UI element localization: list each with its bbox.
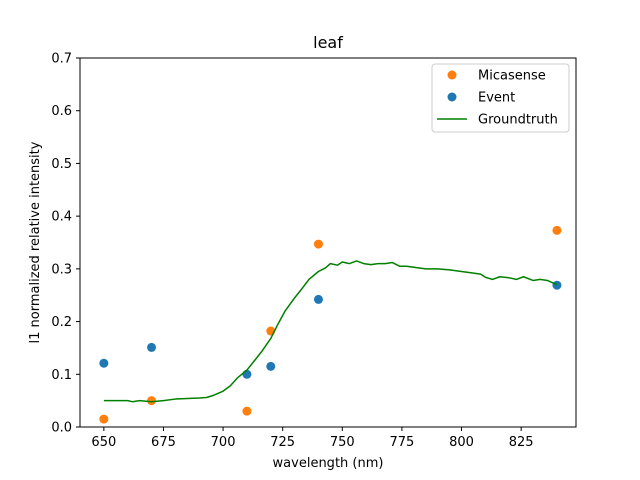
y-axis-label: l1 normalized relative intensity — [28, 141, 43, 343]
event-point — [313, 294, 323, 304]
y-tick-label: 0.4 — [51, 210, 72, 225]
x-tick-label: 675 — [151, 435, 176, 450]
micasense-point — [552, 225, 562, 235]
y-tick-label: 0.1 — [51, 368, 72, 383]
y-tick-label: 0.7 — [51, 52, 72, 67]
legend-label-event: Event — [478, 91, 515, 106]
event-point — [99, 358, 109, 368]
chart-title: leaf — [313, 33, 343, 52]
legend-label-groundtruth: Groundtruth — [478, 113, 558, 128]
plot-area: 650 675 700 725 750 775 800 825 0.0 0.1 0.2 0.3 0.4 0… — [51, 52, 577, 450]
axes-frame — [79, 57, 577, 428]
y-tick-label: 0.6 — [51, 104, 72, 119]
legend-box — [431, 63, 570, 133]
y-tick-label: 0.3 — [51, 262, 72, 277]
micasense-point — [99, 414, 109, 424]
event-point — [147, 342, 157, 352]
x-tick-label: 775 — [390, 435, 415, 450]
event-point — [266, 361, 276, 371]
x-tick-label: 725 — [270, 435, 295, 450]
x-axis-label: wavelength (nm) — [273, 456, 384, 471]
series-groundtruth — [103, 260, 558, 403]
x-tick-label: 700 — [211, 435, 236, 450]
y-tick-label: 0.0 — [51, 421, 72, 436]
micasense-point — [313, 239, 323, 249]
groundtruth-line — [103, 260, 558, 403]
x-tick-label: 825 — [509, 435, 534, 450]
micasense-point — [242, 406, 252, 416]
x-tick-label: 750 — [330, 435, 355, 450]
event-point — [242, 369, 252, 379]
legend: Micasense Event Groundtruth — [431, 63, 570, 133]
series-micasense — [99, 225, 562, 424]
legend-marker-micasense — [447, 70, 457, 80]
x-tick-label: 650 — [91, 435, 116, 450]
event-point — [552, 280, 562, 290]
legend-marker-event — [447, 92, 457, 102]
x-tick-label: 800 — [449, 435, 474, 450]
legend-label-micasense: Micasense — [478, 69, 546, 84]
y-tick-label: 0.5 — [51, 157, 72, 172]
y-tick-label: 0.2 — [51, 315, 72, 330]
micasense-point — [147, 396, 157, 406]
